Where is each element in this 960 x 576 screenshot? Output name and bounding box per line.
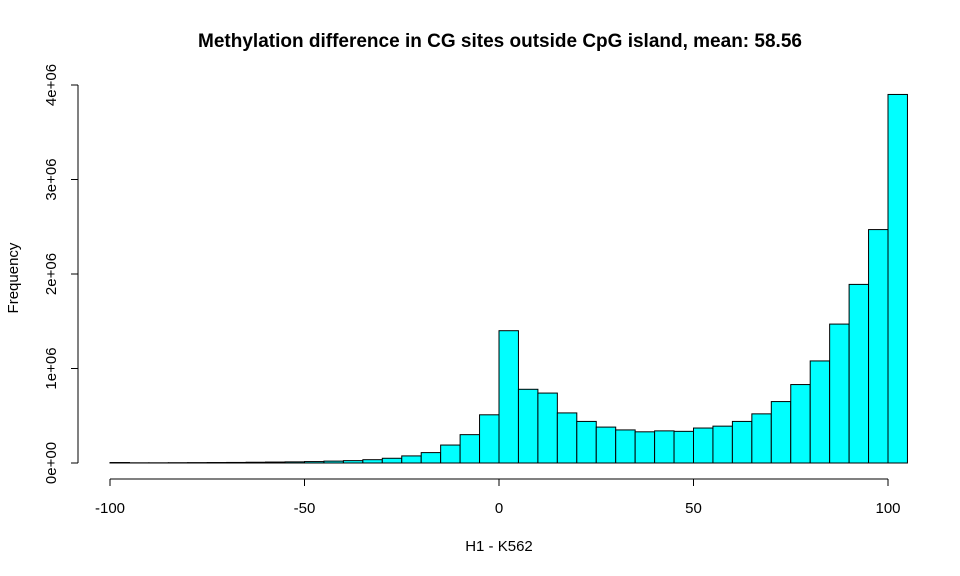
histogram-bar — [868, 229, 889, 464]
histogram-bar — [595, 426, 617, 464]
histogram-bar — [323, 460, 344, 464]
histogram-bar — [751, 413, 772, 464]
histogram-bar — [498, 330, 519, 464]
histogram-bar — [770, 401, 792, 464]
histogram-bar — [401, 455, 422, 464]
histogram-bar — [517, 388, 539, 464]
histogram-bar — [304, 461, 325, 464]
histogram-bar — [362, 459, 383, 464]
histogram-bar — [809, 360, 831, 464]
x-tick-label: 100 — [875, 500, 900, 517]
histogram-bar — [654, 430, 675, 464]
x-axis: -100 -50 0 50 100 — [95, 478, 901, 517]
bars-group — [109, 93, 908, 464]
histogram-bar — [829, 323, 850, 464]
histogram-bar — [342, 460, 364, 464]
histogram-bar — [615, 429, 636, 464]
histogram-bar — [673, 430, 694, 464]
x-tick-label: 0 — [495, 500, 503, 517]
histogram-bar — [245, 461, 267, 464]
histogram-bar — [479, 414, 500, 464]
x-tick-label: -50 — [294, 500, 316, 517]
y-axis: 0e+00 1e+06 2e+06 3e+06 4e+06 — [43, 64, 79, 484]
histogram-bar — [790, 384, 811, 464]
histogram-bar — [556, 412, 578, 464]
histogram-bar — [420, 452, 442, 464]
y-tick-label: 1e+06 — [43, 347, 60, 389]
histogram-bar — [265, 461, 286, 464]
histogram-bar — [459, 434, 481, 464]
histogram-bar — [576, 420, 597, 464]
y-tick-label: 4e+06 — [43, 64, 60, 106]
y-tick-label: 2e+06 — [43, 253, 60, 295]
y-tick-label: 0e+00 — [43, 442, 60, 484]
y-tick-label: 3e+06 — [43, 158, 60, 200]
histogram-bar — [537, 392, 558, 464]
x-axis-label: H1 - K562 — [465, 538, 533, 555]
chart-title: Methylation difference in CG sites outsi… — [198, 31, 802, 52]
histogram-bar — [284, 461, 305, 464]
histogram-bar — [712, 425, 733, 464]
x-tick-label: -100 — [95, 500, 125, 517]
x-tick-label: 50 — [685, 500, 702, 517]
histogram-bar — [731, 420, 753, 464]
histogram-bar — [226, 461, 247, 464]
histogram-bar — [887, 93, 908, 464]
histogram-bar — [848, 283, 870, 464]
histogram-bar — [693, 427, 714, 464]
y-axis-label: Frequency — [5, 242, 22, 313]
histogram-bar — [634, 431, 656, 464]
histogram-bar — [440, 444, 461, 464]
histogram-bar — [381, 457, 403, 464]
